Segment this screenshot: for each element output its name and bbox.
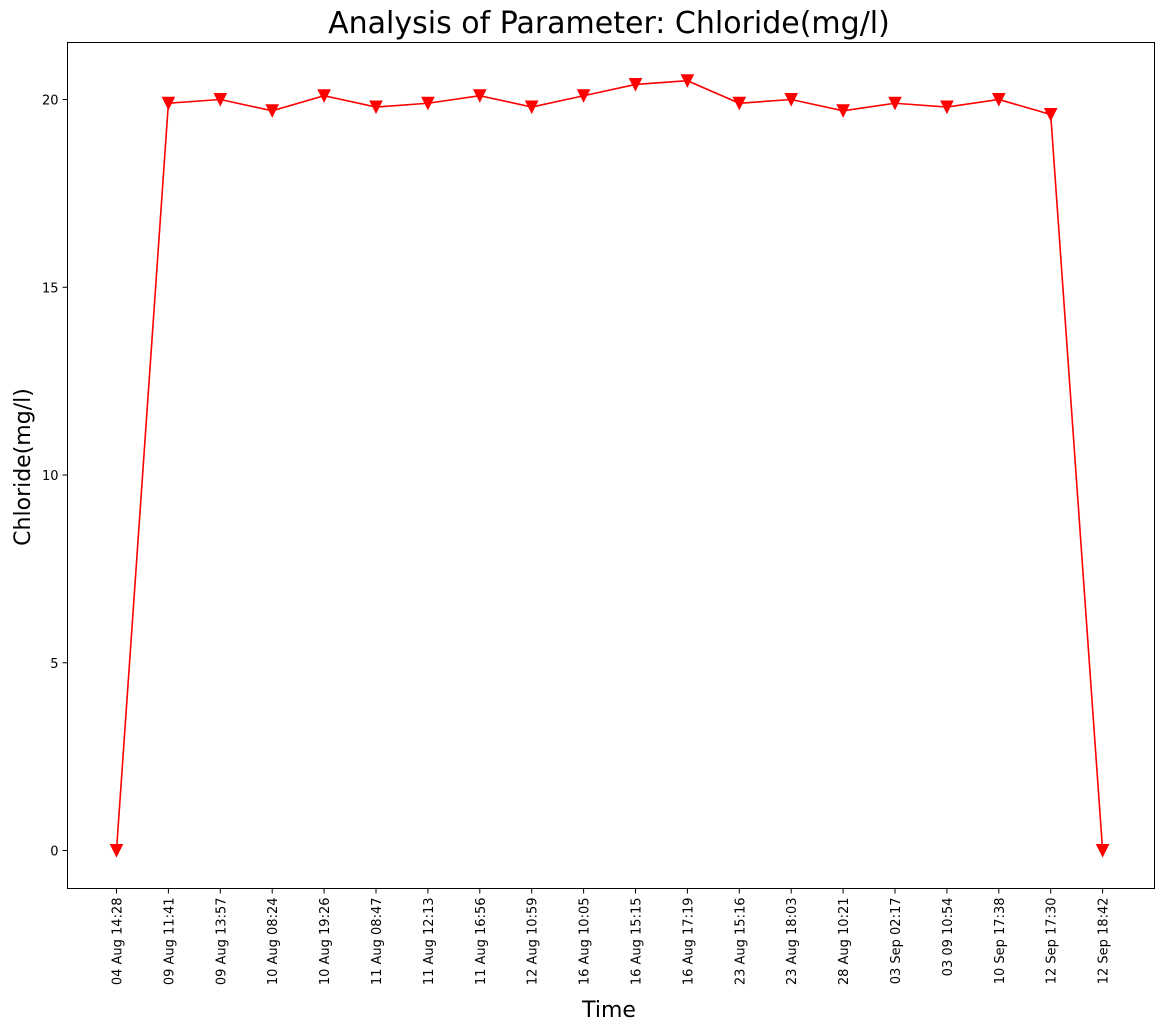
y-axis-label: Chloride(mg/l) (11, 388, 36, 546)
x-tick-label: 16 Aug 10:05 (578, 898, 593, 986)
x-tick-label: 12 Sep 17:30 (1045, 898, 1060, 985)
data-point (680, 74, 695, 88)
data-point (888, 96, 902, 111)
data-point (472, 89, 487, 103)
y-tick-label: 5 (50, 657, 58, 672)
x-tick-label: 03 09 10:54 (941, 898, 956, 977)
y-tick-label: 0 (50, 845, 58, 860)
x-tick-label: 09 Aug 13:57 (214, 898, 229, 986)
data-point (317, 89, 331, 103)
x-tick-label: 09 Aug 11:41 (162, 898, 177, 986)
y-tick-label: 20 (42, 94, 59, 109)
x-tick-label: 23 Aug 18:03 (785, 898, 800, 986)
series-group (109, 74, 1110, 858)
data-point (732, 96, 747, 111)
data-point (991, 93, 1006, 107)
y-tick-label: 10 (42, 469, 59, 484)
x-tick-label: 16 Aug 17:19 (681, 898, 696, 986)
x-axis: 04 Aug 14:28 09 Aug 11:41 09 Aug 13:57 10 A… (111, 888, 1112, 986)
x-tick-label: 11 Aug 08:47 (370, 898, 385, 986)
data-point (213, 93, 228, 107)
x-axis-label: Time (581, 998, 636, 1023)
data-point (161, 96, 176, 111)
x-tick-label: 10 Aug 19:26 (318, 898, 333, 986)
x-tick-label: 23 Aug 15:16 (733, 898, 748, 986)
x-tick-label: 10 Aug 08:24 (266, 898, 281, 986)
x-tick-label: 28 Aug 10:21 (837, 898, 852, 986)
x-tick-label: 16 Aug 15:15 (630, 898, 645, 986)
y-tick-label: 15 (42, 281, 59, 296)
data-point (940, 100, 954, 115)
x-tick-label: 11 Aug 16:56 (474, 898, 489, 986)
y-axis: 0 5 10 15 20 (42, 94, 68, 860)
x-tick-label: 03 Sep 02:17 (889, 898, 904, 985)
x-tick-label: 12 Aug 10:59 (526, 898, 541, 986)
x-tick-label: 12 Sep 18:42 (1097, 898, 1112, 985)
plot-area (67, 42, 1155, 889)
x-tick-label: 11 Aug 12:13 (422, 898, 437, 986)
data-point (1095, 844, 1110, 858)
x-tick-label: 10 Sep 17:38 (993, 898, 1008, 985)
data-point (524, 100, 539, 115)
data-point (836, 104, 850, 118)
data-point (1043, 108, 1058, 122)
data-point (109, 844, 124, 858)
data-point (784, 93, 799, 107)
series-line (115, 79, 1104, 851)
data-point (576, 89, 591, 103)
data-point (265, 104, 280, 118)
chart-title: Analysis of Parameter: Chloride(mg/l) (328, 6, 890, 41)
data-point (421, 96, 435, 111)
x-tick-label: 04 Aug 14:28 (111, 898, 126, 986)
data-point (628, 77, 643, 92)
data-point (369, 100, 383, 115)
